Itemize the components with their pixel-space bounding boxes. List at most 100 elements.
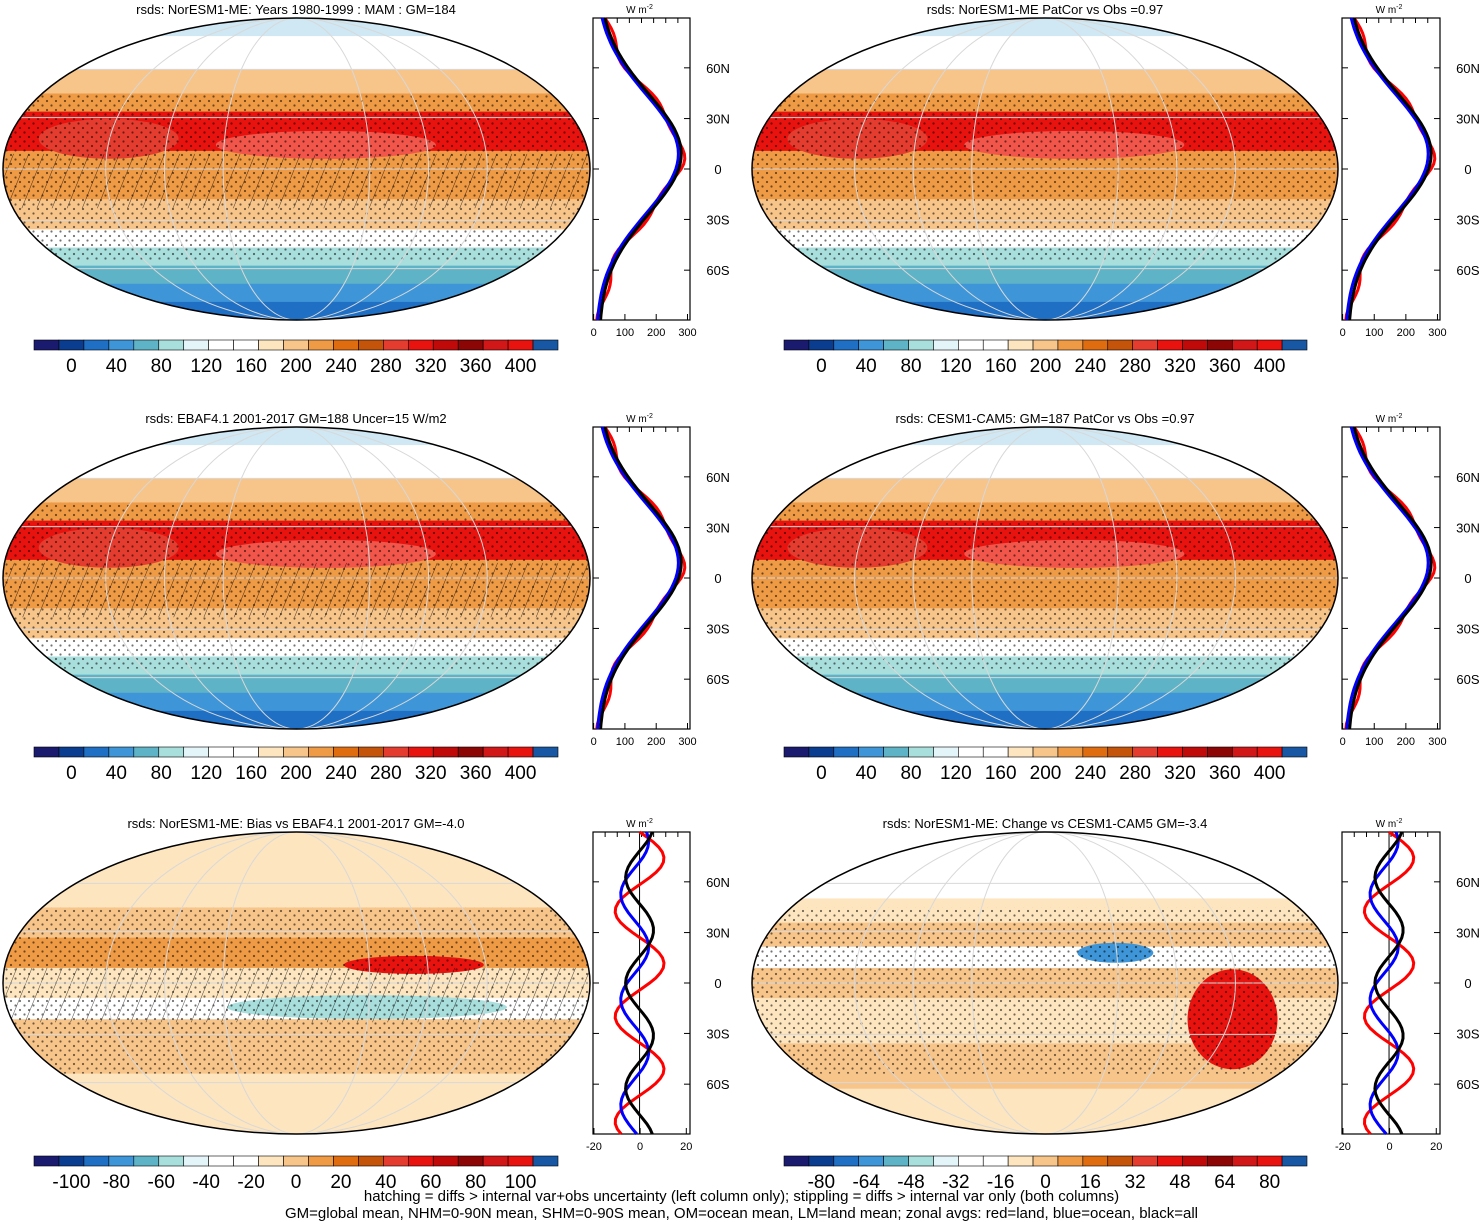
colorbar-swatch (1007, 746, 1034, 758)
colorbar-swatch (457, 1155, 484, 1167)
colorbar-swatch (407, 339, 434, 351)
colorbar-swatch (283, 339, 309, 351)
lat-label: 60S (706, 1077, 729, 1092)
colorbar-swatch (833, 1155, 860, 1167)
colour-band (752, 283, 1338, 303)
colour-band (752, 69, 1338, 95)
colorbar-label: 400 (505, 356, 537, 377)
colorbar-swatch (958, 1155, 984, 1167)
colorbar-swatch (1207, 1155, 1233, 1167)
colorbar-label: 320 (415, 356, 447, 377)
colour-band (752, 710, 1338, 729)
colorbar-swatch (783, 746, 810, 758)
colorbar-swatch (158, 339, 185, 351)
x-tick-label: 0 (591, 327, 597, 339)
x-tick-label: 20 (1430, 1141, 1442, 1153)
colorbar-label: 200 (280, 356, 312, 377)
colour-band (3, 69, 590, 95)
colorbar-swatch (457, 339, 484, 351)
longitude-line (105, 427, 488, 729)
map-outline (751, 426, 1339, 730)
longitude-line (854, 427, 1236, 729)
colorbar-swatch (333, 1155, 359, 1167)
ocean-zonal-mean-line (1345, 426, 1430, 730)
x-tick-label: 0 (1340, 736, 1346, 748)
colorbar-swatch (233, 746, 259, 758)
lat-label: 30S (1456, 1026, 1479, 1041)
colorbar-label: 160 (235, 356, 267, 377)
colorbar-swatch (958, 746, 984, 758)
colour-band (752, 692, 1338, 712)
colour-band (752, 427, 1338, 447)
colorbar-swatch (783, 1155, 810, 1167)
x-tick-label: 200 (647, 736, 665, 748)
colorbar-label: -60 (148, 1172, 175, 1193)
x-tick-label: 300 (678, 327, 696, 339)
colorbar-swatch (333, 339, 359, 351)
map-panel-p3: rsds: EBAF4.1 2001-2017 GM=188 Uncer=15 … (2, 411, 591, 730)
colour-band (752, 445, 1338, 480)
colorbar-swatch (1057, 746, 1084, 758)
stippling (752, 502, 1338, 669)
colorbar-swatch (133, 339, 160, 351)
zonal-units: W m-2 (626, 818, 653, 830)
colorbar-label: 360 (460, 356, 492, 377)
colour-band (752, 18, 1338, 38)
colorbar-swatch (308, 339, 334, 351)
colorbar-swatch (908, 746, 934, 758)
all-zonal-mean-line (1373, 831, 1405, 1135)
colorbar-label: 80 (465, 1172, 486, 1193)
colorbar-swatch (532, 1155, 559, 1167)
colorbar-swatch (858, 746, 884, 758)
longitude-line (971, 18, 1119, 320)
colorbar-label: 400 (1254, 356, 1286, 377)
zonal-panel-p2: W m-2 60N 30N 0 30S 60S 0 100 200 300 (1340, 4, 1480, 339)
colorbar-swatch (982, 1155, 1009, 1167)
colour-band (3, 710, 590, 729)
longitude-line (854, 832, 1236, 1134)
longitude-line (971, 427, 1119, 729)
colorbar-label: 0 (816, 763, 827, 784)
colorbar-swatch (908, 339, 934, 351)
colorbar-swatch (783, 339, 810, 351)
all-zonal-mean-line (1348, 17, 1433, 321)
colorbar-swatch (1281, 746, 1308, 758)
colour-band (752, 674, 1338, 694)
all-zonal-mean-line (1348, 426, 1433, 730)
colorbar-label: 320 (415, 763, 447, 784)
colorbar-swatch (1132, 746, 1158, 758)
stippling (752, 93, 1338, 260)
colorbar-swatch (1082, 746, 1109, 758)
lat-label: 30S (706, 1026, 729, 1041)
colorbar-label: 40 (106, 356, 127, 377)
colorbar-swatch (383, 339, 409, 351)
lat-label: 60N (706, 61, 730, 76)
colorbar-swatch (283, 746, 309, 758)
colorbar-swatch (208, 746, 234, 758)
map-outline (2, 426, 591, 730)
land-zonal-mean-line (1362, 830, 1416, 1135)
colorbar-swatch (482, 1155, 509, 1167)
lat-label: 60S (1456, 1077, 1479, 1092)
colorbar-swatch (933, 1155, 959, 1167)
zonal-units: W m-2 (626, 413, 653, 425)
colorbar-swatch (358, 746, 384, 758)
colorbar-label: 200 (280, 763, 312, 784)
lat-label: 60N (1456, 470, 1480, 485)
colorbar-label: 360 (1209, 356, 1241, 377)
zonal-panel-p5: W m-2 60N 30N 0 30S 60S -20 0 20 (586, 818, 730, 1153)
map-outline (751, 831, 1339, 1135)
longitude-line (854, 18, 1236, 320)
colorbar-swatch (208, 1155, 234, 1167)
colorbar-swatch (358, 1155, 384, 1167)
longitude-line (971, 832, 1119, 1134)
all-zonal-mean-line (599, 17, 683, 321)
colorbar-swatch (133, 1155, 160, 1167)
colorbar-swatch (333, 746, 359, 758)
lat-label: 60N (706, 875, 730, 890)
colorbar-swatch (1182, 746, 1208, 758)
colorbar-p3: 0 40 80 120 160 200 240 280 320 360 400 (33, 746, 559, 784)
colorbar-label: 60 (420, 1172, 441, 1193)
colorbar-label: -16 (987, 1172, 1014, 1193)
colorbar-swatch (958, 339, 984, 351)
